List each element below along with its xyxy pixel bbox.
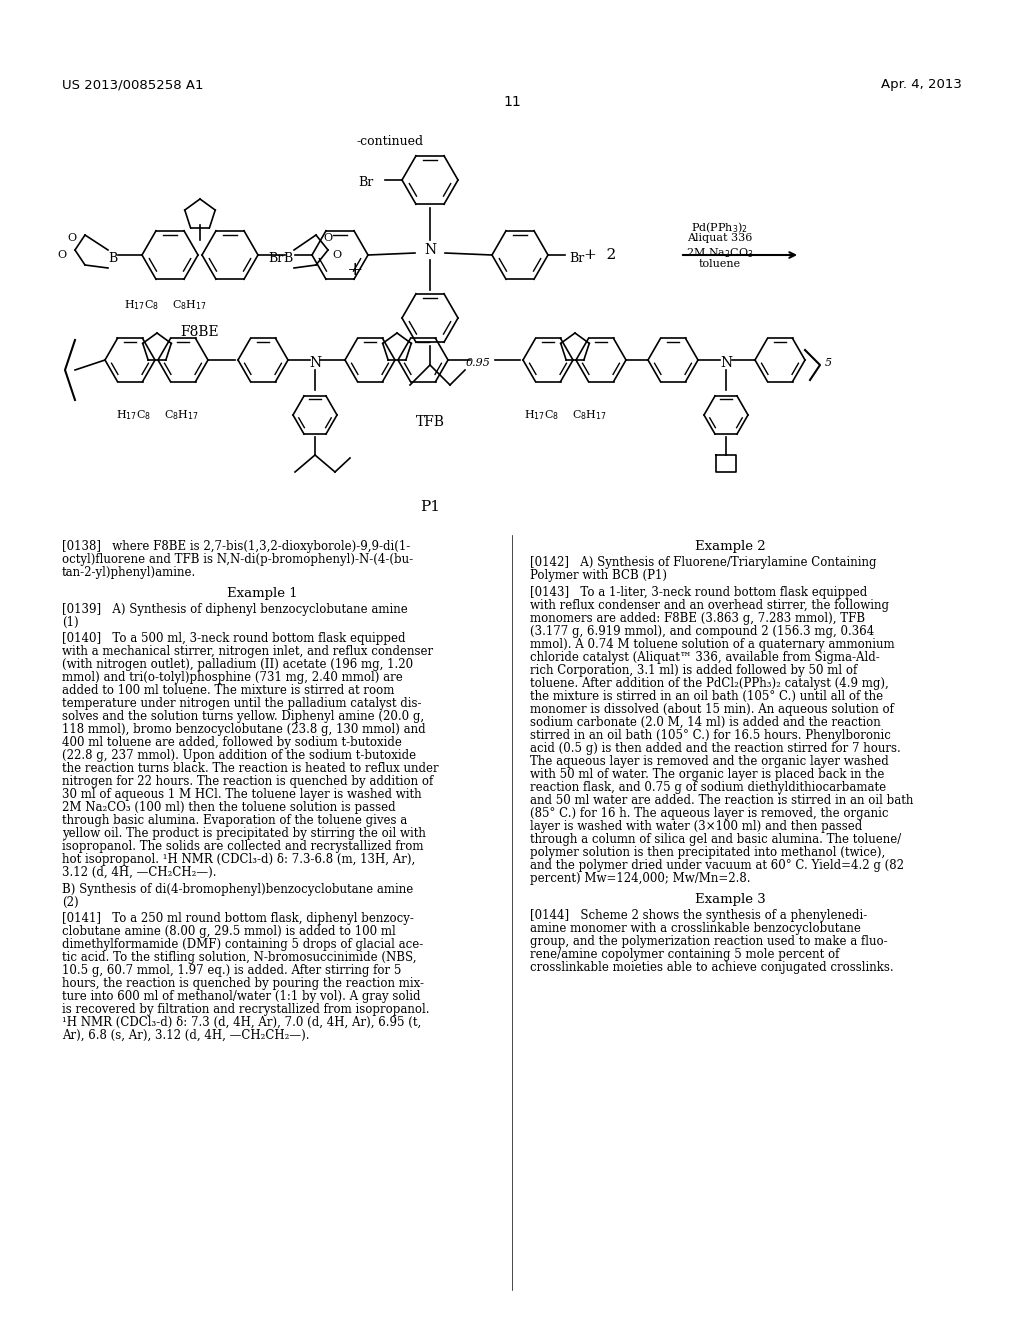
- Text: added to 100 ml toluene. The mixture is stirred at room: added to 100 ml toluene. The mixture is …: [62, 684, 394, 697]
- Text: isopropanol. The solids are collected and recrystallized from: isopropanol. The solids are collected an…: [62, 840, 424, 853]
- Text: H$_{17}$C$_8$    C$_8$H$_{17}$: H$_{17}$C$_8$ C$_8$H$_{17}$: [124, 298, 207, 312]
- Text: Example 1: Example 1: [226, 587, 297, 601]
- Text: O: O: [333, 249, 342, 260]
- Text: stirred in an oil bath (105° C.) for 16.5 hours. Phenylboronic: stirred in an oil bath (105° C.) for 16.…: [530, 729, 891, 742]
- Text: [0139]   A) Synthesis of diphenyl benzocyclobutane amine: [0139] A) Synthesis of diphenyl benzocyc…: [62, 603, 408, 616]
- Text: [0140]   To a 500 ml, 3-neck round bottom flask equipped: [0140] To a 500 ml, 3-neck round bottom …: [62, 632, 406, 645]
- Text: Aliquat 336: Aliquat 336: [687, 234, 753, 243]
- Text: H$_{17}$C$_8$    C$_8$H$_{17}$: H$_{17}$C$_8$ C$_8$H$_{17}$: [523, 408, 606, 422]
- Text: +  2: + 2: [584, 248, 616, 261]
- Text: B: B: [109, 252, 118, 264]
- Text: The aqueous layer is removed and the organic layer washed: The aqueous layer is removed and the org…: [530, 755, 889, 768]
- Text: octyl)fluorene and TFB is N,N-di(p-bromophenyl)-N-(4-(bu-: octyl)fluorene and TFB is N,N-di(p-bromo…: [62, 553, 413, 566]
- Text: through a column of silica gel and basic alumina. The toluene/: through a column of silica gel and basic…: [530, 833, 901, 846]
- Text: toluene. After addition of the PdCl₂(PPh₃)₂ catalyst (4.9 mg),: toluene. After addition of the PdCl₂(PPh…: [530, 677, 889, 690]
- Text: monomer is dissolved (about 15 min). An aqueous solution of: monomer is dissolved (about 15 min). An …: [530, 704, 894, 715]
- Text: the reaction turns black. The reaction is heated to reflux under: the reaction turns black. The reaction i…: [62, 762, 438, 775]
- Text: temperature under nitrogen until the palladium catalyst dis-: temperature under nitrogen until the pal…: [62, 697, 422, 710]
- Text: mmol) and tri(o-tolyl)phosphine (731 mg, 2.40 mmol) are: mmol) and tri(o-tolyl)phosphine (731 mg,…: [62, 671, 402, 684]
- Text: chloride catalyst (Aliquat™ 336, available from Sigma-Ald-: chloride catalyst (Aliquat™ 336, availab…: [530, 651, 880, 664]
- Text: [0142]   A) Synthesis of Fluorene/Triarylamine Containing: [0142] A) Synthesis of Fluorene/Triaryla…: [530, 556, 877, 569]
- Text: (with nitrogen outlet), palladium (II) acetate (196 mg, 1.20: (with nitrogen outlet), palladium (II) a…: [62, 657, 413, 671]
- Text: B: B: [284, 252, 293, 264]
- Text: US 2013/0085258 A1: US 2013/0085258 A1: [62, 78, 204, 91]
- Text: layer is washed with water (3×100 ml) and then passed: layer is washed with water (3×100 ml) an…: [530, 820, 862, 833]
- Text: mmol). A 0.74 M toluene solution of a quaternary ammonium: mmol). A 0.74 M toluene solution of a qu…: [530, 638, 895, 651]
- Text: 30 ml of aqueous 1 M HCl. The toluene layer is washed with: 30 ml of aqueous 1 M HCl. The toluene la…: [62, 788, 422, 801]
- Text: 118 mmol), bromo benzocyclobutane (23.8 g, 130 mmol) and: 118 mmol), bromo benzocyclobutane (23.8 …: [62, 723, 426, 737]
- Text: Ar), 6.8 (s, Ar), 3.12 (d, 4H, —CH₂CH₂—).: Ar), 6.8 (s, Ar), 3.12 (d, 4H, —CH₂CH₂—)…: [62, 1030, 309, 1041]
- Text: P1: P1: [420, 500, 440, 513]
- Text: Pd(PPh$_3$)$_2$: Pd(PPh$_3$)$_2$: [691, 220, 749, 235]
- Text: N: N: [309, 356, 322, 370]
- Text: ¹H NMR (CDCl₃-d) δ: 7.3 (d, 4H, Ar), 7.0 (d, 4H, Ar), 6.95 (t,: ¹H NMR (CDCl₃-d) δ: 7.3 (d, 4H, Ar), 7.0…: [62, 1016, 421, 1030]
- Text: nitrogen for 22 hours. The reaction is quenched by addition of: nitrogen for 22 hours. The reaction is q…: [62, 775, 433, 788]
- Text: and 50 ml water are added. The reaction is stirred in an oil bath: and 50 ml water are added. The reaction …: [530, 795, 913, 807]
- Text: Polymer with BCB (P1): Polymer with BCB (P1): [530, 569, 667, 582]
- Text: the mixture is stirred in an oil bath (105° C.) until all of the: the mixture is stirred in an oil bath (1…: [530, 690, 883, 704]
- Text: clobutane amine (8.00 g, 29.5 mmol) is added to 100 ml: clobutane amine (8.00 g, 29.5 mmol) is a…: [62, 925, 395, 939]
- Text: 2M Na₂CO₃ (100 ml) then the toluene solution is passed: 2M Na₂CO₃ (100 ml) then the toluene solu…: [62, 801, 395, 814]
- Text: O: O: [324, 234, 333, 243]
- Text: [0143]   To a 1-liter, 3-neck round bottom flask equipped: [0143] To a 1-liter, 3-neck round bottom…: [530, 586, 867, 599]
- Text: and the polymer dried under vacuum at 60° C. Yield=4.2 g (82: and the polymer dried under vacuum at 60…: [530, 859, 904, 873]
- Text: TFB: TFB: [416, 414, 444, 429]
- Text: Br: Br: [358, 177, 374, 190]
- Text: rene/amine copolymer containing 5 mole percent of: rene/amine copolymer containing 5 mole p…: [530, 948, 840, 961]
- Text: N: N: [720, 356, 732, 370]
- Text: with a mechanical stirrer, nitrogen inlet, and reflux condenser: with a mechanical stirrer, nitrogen inle…: [62, 645, 433, 657]
- Text: hours, the reaction is quenched by pouring the reaction mix-: hours, the reaction is quenched by pouri…: [62, 977, 424, 990]
- Text: acid (0.5 g) is then added and the reaction stirred for 7 hours.: acid (0.5 g) is then added and the react…: [530, 742, 901, 755]
- Text: group, and the polymerization reaction used to make a fluo-: group, and the polymerization reaction u…: [530, 935, 888, 948]
- Text: O: O: [68, 234, 77, 243]
- Text: (2): (2): [62, 896, 79, 909]
- Text: monomers are added: F8BE (3.863 g, 7.283 mmol), TFB: monomers are added: F8BE (3.863 g, 7.283…: [530, 612, 865, 624]
- Text: 2M Na$_2$CO$_3$: 2M Na$_2$CO$_3$: [686, 246, 754, 260]
- Text: 5: 5: [825, 358, 833, 368]
- Text: [0141]   To a 250 ml round bottom flask, diphenyl benzocy-: [0141] To a 250 ml round bottom flask, d…: [62, 912, 414, 925]
- Text: reaction flask, and 0.75 g of sodium diethyldithiocarbamate: reaction flask, and 0.75 g of sodium die…: [530, 781, 886, 795]
- Text: rich Corporation, 3.1 ml) is added followed by 50 ml of: rich Corporation, 3.1 ml) is added follo…: [530, 664, 857, 677]
- Text: polymer solution is then precipitated into methanol (twice),: polymer solution is then precipitated in…: [530, 846, 886, 859]
- Text: 3.12 (d, 4H, —CH₂CH₂—).: 3.12 (d, 4H, —CH₂CH₂—).: [62, 866, 216, 879]
- Text: N: N: [424, 243, 436, 257]
- Text: Br: Br: [569, 252, 585, 264]
- Text: toluene: toluene: [699, 259, 741, 269]
- Text: (1): (1): [62, 616, 79, 630]
- Text: Apr. 4, 2013: Apr. 4, 2013: [881, 78, 962, 91]
- Text: Br: Br: [268, 252, 284, 264]
- Text: 400 ml toluene are added, followed by sodium t-butoxide: 400 ml toluene are added, followed by so…: [62, 737, 401, 748]
- Text: (85° C.) for 16 h. The aqueous layer is removed, the organic: (85° C.) for 16 h. The aqueous layer is …: [530, 807, 889, 820]
- Text: amine monomer with a crosslinkable benzocyclobutane: amine monomer with a crosslinkable benzo…: [530, 921, 861, 935]
- Text: yellow oil. The product is precipitated by stirring the oil with: yellow oil. The product is precipitated …: [62, 828, 426, 840]
- Text: +: +: [347, 261, 364, 279]
- Text: crosslinkable moieties able to achieve conjugated crosslinks.: crosslinkable moieties able to achieve c…: [530, 961, 894, 974]
- Text: [0138]   where F8BE is 2,7-bis(1,3,2-dioxyborole)-9,9-di(1-: [0138] where F8BE is 2,7-bis(1,3,2-dioxy…: [62, 540, 411, 553]
- Text: with 50 ml of water. The organic layer is placed back in the: with 50 ml of water. The organic layer i…: [530, 768, 885, 781]
- Text: tic acid. To the stifling solution, N-bromosuccinimide (NBS,: tic acid. To the stifling solution, N-br…: [62, 950, 417, 964]
- Text: dimethylformamide (DMF) containing 5 drops of glacial ace-: dimethylformamide (DMF) containing 5 dro…: [62, 939, 423, 950]
- Text: -continued: -continued: [356, 135, 424, 148]
- Text: ture into 600 ml of methanol/water (1:1 by vol). A gray solid: ture into 600 ml of methanol/water (1:1 …: [62, 990, 421, 1003]
- Text: is recovered by filtration and recrystallized from isopropanol.: is recovered by filtration and recrystal…: [62, 1003, 429, 1016]
- Text: (3.177 g, 6.919 mmol), and compound 2 (156.3 mg, 0.364: (3.177 g, 6.919 mmol), and compound 2 (1…: [530, 624, 874, 638]
- Text: solves and the solution turns yellow. Diphenyl amine (20.0 g,: solves and the solution turns yellow. Di…: [62, 710, 424, 723]
- Text: B) Synthesis of di(4-bromophenyl)benzocyclobutane amine: B) Synthesis of di(4-bromophenyl)benzocy…: [62, 883, 414, 896]
- Text: hot isopropanol. ¹H NMR (CDCl₃-d) δ: 7.3-6.8 (m, 13H, Ar),: hot isopropanol. ¹H NMR (CDCl₃-d) δ: 7.3…: [62, 853, 416, 866]
- Text: H$_{17}$C$_8$    C$_8$H$_{17}$: H$_{17}$C$_8$ C$_8$H$_{17}$: [116, 408, 199, 422]
- Text: 0.95: 0.95: [466, 358, 490, 368]
- Text: Example 2: Example 2: [694, 540, 765, 553]
- Text: 10.5 g, 60.7 mmol, 1.97 eq.) is added. After stirring for 5: 10.5 g, 60.7 mmol, 1.97 eq.) is added. A…: [62, 964, 401, 977]
- Text: O: O: [57, 249, 67, 260]
- Text: (22.8 g, 237 mmol). Upon addition of the sodium t-butoxide: (22.8 g, 237 mmol). Upon addition of the…: [62, 748, 416, 762]
- Text: sodium carbonate (2.0 M, 14 ml) is added and the reaction: sodium carbonate (2.0 M, 14 ml) is added…: [530, 715, 881, 729]
- Text: Example 3: Example 3: [694, 894, 765, 906]
- Text: 11: 11: [503, 95, 521, 110]
- Text: tan-2-yl)phenyl)amine.: tan-2-yl)phenyl)amine.: [62, 566, 197, 579]
- Text: with reflux condenser and an overhead stirrer, the following: with reflux condenser and an overhead st…: [530, 599, 889, 612]
- Text: F8BE: F8BE: [180, 325, 219, 339]
- Text: [0144]   Scheme 2 shows the synthesis of a phenylenedi-: [0144] Scheme 2 shows the synthesis of a…: [530, 909, 867, 921]
- Text: through basic alumina. Evaporation of the toluene gives a: through basic alumina. Evaporation of th…: [62, 814, 408, 828]
- Text: percent) Mw=124,000; Mw/Mn=2.8.: percent) Mw=124,000; Mw/Mn=2.8.: [530, 873, 751, 884]
